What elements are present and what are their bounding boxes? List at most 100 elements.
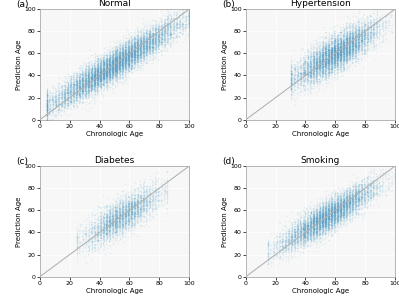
Point	[332, 48, 338, 53]
Point	[316, 71, 322, 76]
Point	[63, 113, 70, 118]
Point	[320, 219, 327, 224]
Point	[292, 249, 298, 254]
Point	[104, 70, 110, 75]
Point	[307, 85, 313, 90]
Point	[310, 225, 316, 230]
Point	[279, 226, 285, 231]
Point	[98, 67, 104, 72]
Point	[347, 191, 354, 196]
Point	[114, 191, 120, 196]
Point	[337, 222, 343, 227]
Point	[323, 44, 330, 49]
Point	[93, 239, 100, 244]
Point	[328, 219, 334, 224]
Point	[323, 217, 330, 222]
Point	[44, 97, 51, 102]
Point	[325, 192, 331, 197]
Point	[65, 83, 71, 88]
Point	[143, 47, 149, 52]
Point	[131, 202, 137, 207]
Point	[79, 84, 85, 89]
Point	[353, 33, 359, 38]
Point	[311, 226, 318, 231]
Point	[101, 64, 107, 69]
Point	[292, 65, 298, 70]
Point	[347, 40, 354, 44]
Point	[140, 34, 146, 39]
Point	[371, 186, 377, 191]
Point	[138, 47, 144, 52]
Point	[104, 58, 110, 63]
Point	[375, 180, 382, 185]
Point	[125, 71, 131, 76]
Point	[359, 42, 365, 47]
Point	[80, 83, 86, 88]
Point	[140, 199, 146, 203]
Point	[313, 60, 319, 65]
Point	[359, 182, 365, 187]
Point	[299, 226, 306, 231]
Point	[95, 75, 101, 80]
Point	[148, 214, 155, 219]
Point	[97, 221, 103, 226]
Point	[332, 48, 338, 53]
Point	[334, 207, 340, 212]
Point	[153, 47, 160, 52]
Point	[160, 185, 167, 190]
Point	[114, 78, 120, 83]
Point	[44, 107, 51, 112]
Point	[372, 32, 379, 36]
Point	[313, 60, 319, 65]
Point	[99, 220, 106, 225]
Point	[332, 208, 338, 213]
Point	[87, 88, 94, 92]
Point	[80, 88, 86, 93]
Point	[349, 31, 355, 36]
Point	[92, 80, 98, 85]
Point	[113, 72, 119, 77]
Point	[141, 201, 148, 206]
Point	[67, 95, 73, 100]
Point	[347, 58, 354, 63]
Point	[355, 51, 361, 56]
Point	[352, 35, 358, 40]
Point	[164, 189, 170, 194]
Point	[93, 211, 100, 216]
Point	[143, 38, 149, 43]
Point	[120, 47, 126, 52]
Point	[322, 220, 328, 225]
Point	[334, 203, 340, 208]
Point	[326, 214, 332, 219]
Point	[353, 202, 359, 207]
Point	[120, 207, 126, 212]
Point	[293, 237, 300, 242]
Point	[340, 41, 346, 46]
Point	[110, 70, 116, 74]
Point	[320, 210, 327, 215]
Point	[311, 233, 318, 238]
Point	[328, 60, 334, 64]
Point	[320, 212, 327, 217]
Point	[153, 37, 160, 42]
Point	[338, 205, 344, 210]
Point	[320, 71, 327, 76]
Point	[311, 216, 318, 220]
Point	[105, 67, 112, 72]
Point	[335, 212, 342, 217]
Point	[360, 193, 367, 198]
Point	[317, 55, 324, 60]
Point	[99, 56, 106, 60]
Point	[334, 207, 340, 212]
Point	[305, 53, 312, 58]
Point	[369, 38, 376, 43]
Point	[337, 46, 343, 51]
Point	[390, 194, 397, 199]
Point	[123, 42, 130, 47]
Point	[338, 214, 344, 219]
Point	[331, 213, 337, 218]
Point	[334, 206, 340, 211]
Point	[138, 36, 144, 41]
Point	[283, 234, 289, 239]
Point	[129, 40, 136, 45]
